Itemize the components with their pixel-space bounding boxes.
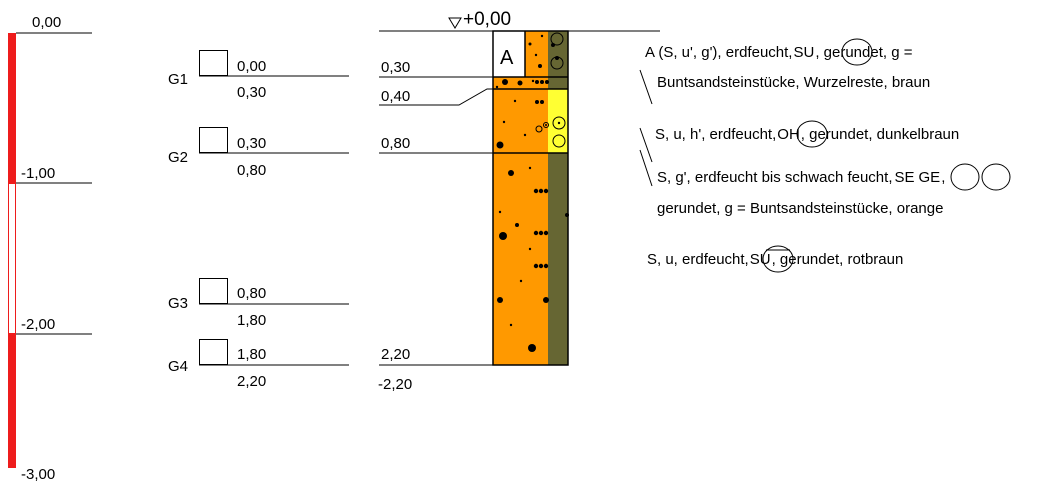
svg-text:S, u, erdfeucht,SU, gerundet,: S, u, erdfeucht,SU, gerundet, rotbraun [647,251,903,268]
sample-bottom-depth: 2,20 [237,373,266,390]
sample-box [199,278,228,304]
description-text: A (S, u', g'), erdfeucht, [645,44,792,61]
sample-top-depth: 1,80 [237,346,266,363]
soil-group-code: SU [793,44,814,61]
layer-depth-label: 0,40 [381,88,410,105]
sample-g1: G1 0,00 0,30 [168,50,349,101]
layer-description-1: A (S, u', g'), erdfeucht,SU, gerundet, g… [645,38,930,91]
sample-top-depth: 0,80 [237,285,266,302]
end-depth-label: -2,20 [378,376,412,393]
description-text: S, u, h', erdfeucht, [655,126,776,143]
description-text: , [941,169,945,186]
sample-id: G1 [168,71,188,88]
sample-id: G4 [168,358,188,375]
scale-label-2: -2,00 [21,316,55,333]
sample-bottom-depth: 0,80 [237,162,266,179]
column-outline [492,30,569,366]
soil-group-code: SE [895,169,915,186]
sample-bottom-depth: 1,80 [237,312,266,329]
leader-lines [639,69,653,187]
grain-symbols [495,34,569,352]
layer-description-3: S, g', erdfeucht bis schwach feucht, SE GE… [657,163,1011,217]
svg-text:S, u, h', erdfeucht,OH, gerund: S, u, h', erdfeucht,OH, gerundet, dunkel… [655,126,959,143]
sample-g3: G3 0,80 1,80 [168,278,349,329]
sample-id: G3 [168,295,188,312]
surface-triangle-icon [448,17,462,29]
description-text: S, u, erdfeucht, [647,251,749,268]
layer-depth-label: 0,30 [381,59,410,76]
soil-group-circle-icon [841,38,873,66]
sample-top-depth: 0,30 [237,135,266,152]
scale-label-3: -3,00 [21,466,55,482]
sample-id: G2 [168,149,188,166]
fill-layer [493,31,525,77]
description-text: , gerundet, g = [815,44,912,61]
layer-description-4: S, u, erdfeucht,SU, gerundet, rotbraun [647,245,903,273]
layer-description-2: S, u, h', erdfeucht,OH, gerundet, dunkel… [655,120,959,148]
description-line2: gerundet, g = Buntsandsteinstücke, orang… [657,200,943,217]
sample-g2: G2 0,30 0,80 [168,127,349,179]
description-line2: Buntsandsteinstücke, Wurzelreste, braun [657,74,930,91]
sample-bottom-depth: 0,30 [237,84,266,101]
svg-text:A (S, u', g'), erdfeucht,SU, g: A (S, u', g'), erdfeucht,SU, gerundet, g… [645,44,913,61]
description-text: S, g', erdfeucht bis schwach feucht, [657,169,893,186]
soil-group-circle-icon [981,163,1011,191]
grain-symbols-outline [535,32,566,148]
sample-box [199,50,228,76]
scale-segment-2-3 [8,334,16,468]
sample-top-depth: 0,00 [237,58,266,75]
soil-group-circle-icon [950,163,980,191]
soil-group-circle-icon [796,120,828,148]
svg-text:S, g', erdfeucht bis schwach f: S, g', erdfeucht bis schwach feucht, SE GE… [657,169,945,186]
scale-label-0: 0,00 [32,14,61,31]
soil-column: A [492,30,569,366]
fill-label: A [500,47,514,69]
layer-depth-label: 2,20 [381,346,410,363]
surface-label: +0,00 [463,9,511,30]
layer-depths: 0,30 0,40 0,80 2,20 -2,20 [378,59,493,393]
layer-depth-label: 0,80 [381,135,410,152]
soil-group-code: GE [919,169,941,186]
scale-segment-1-2 [8,183,16,334]
soil-group-code: SU [750,251,771,268]
surface-level: +0,00 [379,9,660,32]
sample-box [199,339,228,365]
soil-group-circle-icon [762,245,794,273]
soil-group-code: OH [777,126,800,143]
description-text: , gerundet, dunkelbraun [801,126,959,143]
sample-g4: G4 1,80 2,20 [168,339,349,390]
scale-segment-0-1 [8,33,16,183]
depth-scale: 0,00 -1,00 -2,00 -3,00 [8,14,92,482]
scale-label-1: -1,00 [21,165,55,182]
sample-box [199,127,228,153]
description-text: , gerundet, rotbraun [772,251,904,268]
